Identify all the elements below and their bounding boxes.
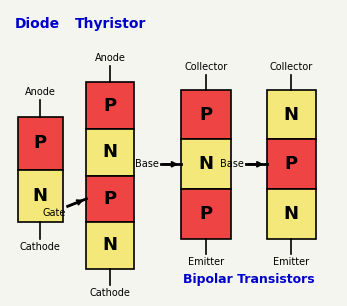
Text: P: P — [200, 205, 212, 223]
Text: N: N — [33, 187, 48, 205]
FancyBboxPatch shape — [18, 170, 62, 222]
Text: N: N — [198, 155, 213, 173]
Text: Anode: Anode — [95, 53, 126, 63]
Text: Cathode: Cathode — [90, 288, 131, 298]
Text: Thyristor: Thyristor — [75, 17, 146, 31]
Text: Gate: Gate — [43, 208, 66, 218]
Text: P: P — [200, 106, 212, 124]
Text: P: P — [285, 155, 298, 173]
FancyBboxPatch shape — [266, 189, 316, 239]
Text: Emitter: Emitter — [188, 257, 224, 267]
Text: Diode: Diode — [14, 17, 59, 31]
FancyBboxPatch shape — [86, 129, 134, 176]
Text: Collector: Collector — [270, 62, 313, 72]
Text: Cathode: Cathode — [20, 242, 61, 252]
FancyBboxPatch shape — [86, 82, 134, 129]
FancyBboxPatch shape — [181, 140, 231, 189]
FancyBboxPatch shape — [266, 140, 316, 189]
Text: Base: Base — [135, 159, 159, 169]
FancyBboxPatch shape — [86, 176, 134, 222]
Text: N: N — [284, 106, 299, 124]
FancyBboxPatch shape — [181, 90, 231, 140]
Text: Collector: Collector — [184, 62, 228, 72]
FancyBboxPatch shape — [86, 222, 134, 269]
Text: P: P — [104, 190, 117, 208]
FancyBboxPatch shape — [181, 189, 231, 239]
FancyBboxPatch shape — [266, 90, 316, 140]
Text: Emitter: Emitter — [273, 257, 310, 267]
FancyBboxPatch shape — [18, 117, 62, 170]
Text: N: N — [284, 205, 299, 223]
Text: Bipolar Transistors: Bipolar Transistors — [183, 273, 314, 286]
Text: N: N — [103, 237, 118, 254]
Text: Base: Base — [220, 159, 244, 169]
Text: Anode: Anode — [25, 88, 56, 97]
Text: N: N — [103, 143, 118, 161]
Text: P: P — [34, 134, 47, 152]
Text: P: P — [104, 97, 117, 115]
